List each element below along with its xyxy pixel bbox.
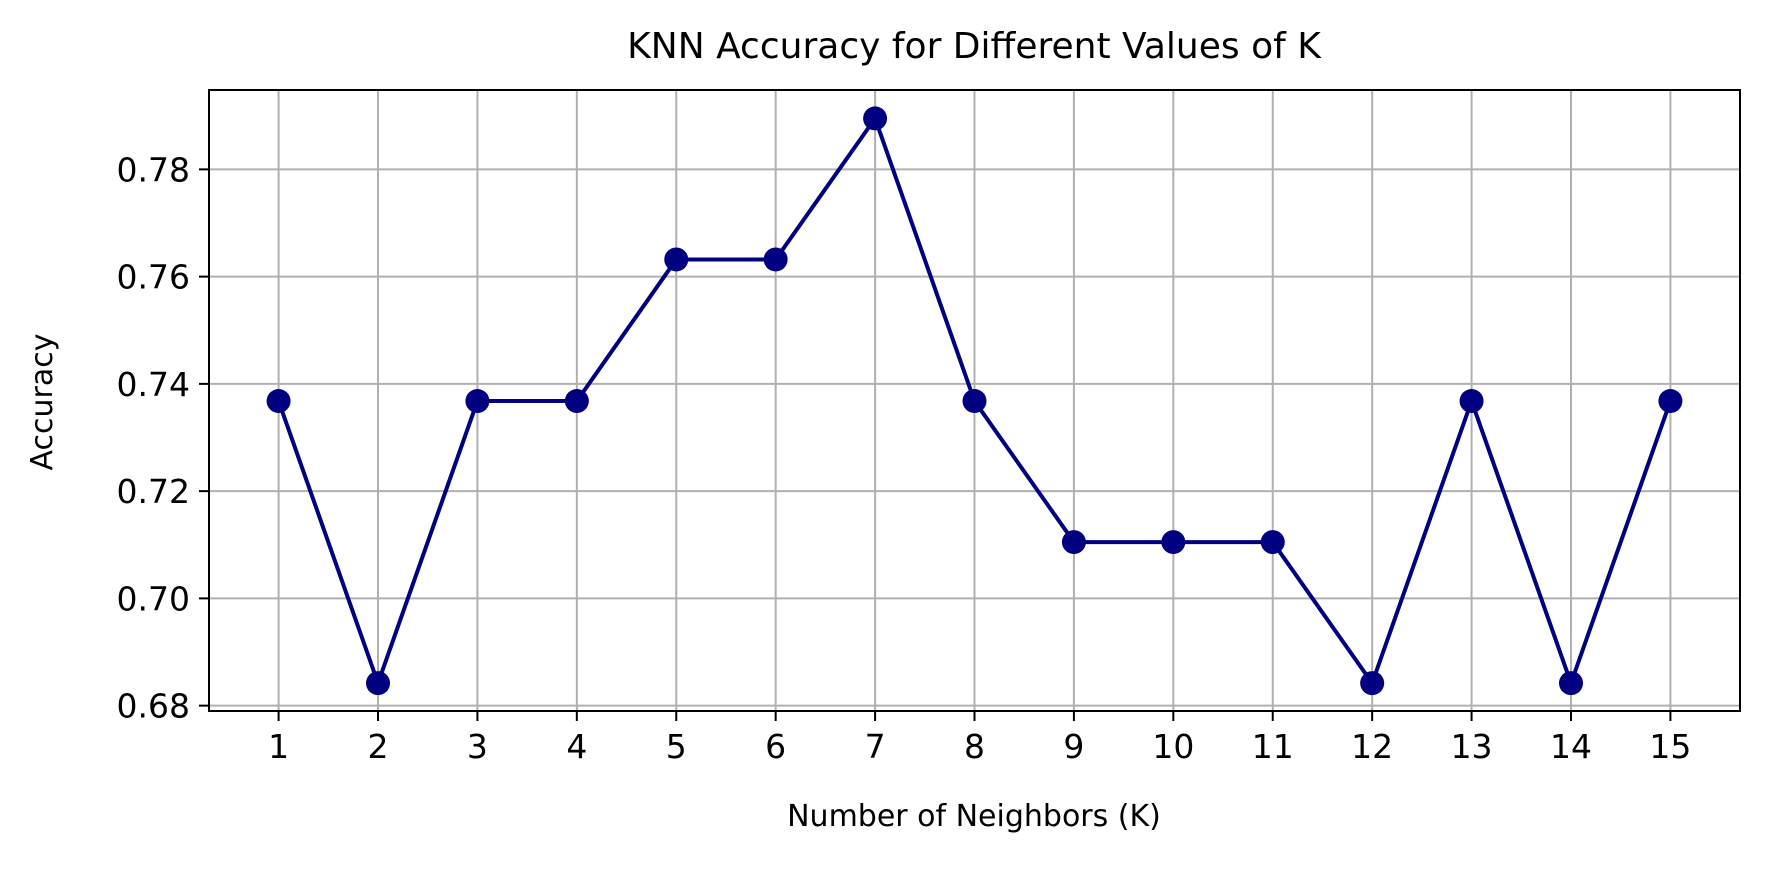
- data-point: [1459, 389, 1484, 414]
- y-tick-label: 0.70: [117, 579, 190, 618]
- data-point: [1658, 389, 1683, 414]
- series-layer: [266, 106, 1683, 696]
- chart-title: KNN Accuracy for Different Values of K: [627, 26, 1322, 67]
- x-axis-label: Number of Neighbors (K): [787, 799, 1161, 834]
- data-point: [1061, 530, 1086, 555]
- axis-ticks: 1 2 3 4 5 6 7 8 9 10 11 12 13 14 150.680.700.720.740.7…: [117, 150, 1692, 766]
- data-point: [664, 247, 689, 272]
- data-point: [1360, 671, 1385, 696]
- data-point: [763, 247, 788, 272]
- x-tick-label: 2: [368, 727, 389, 766]
- x-tick-label: 14: [1550, 727, 1592, 766]
- x-tick-label: 10: [1152, 727, 1194, 766]
- data-point: [1558, 671, 1583, 696]
- data-point: [863, 106, 888, 131]
- x-tick-label: 12: [1351, 727, 1393, 766]
- x-tick-label: 15: [1649, 727, 1691, 766]
- x-tick-label: 6: [765, 727, 786, 766]
- x-tick-label: 7: [865, 727, 886, 766]
- x-tick-label: 8: [964, 727, 985, 766]
- data-point: [465, 389, 490, 414]
- x-tick-label: 9: [1063, 727, 1084, 766]
- x-tick-label: 11: [1252, 727, 1294, 766]
- data-point: [962, 389, 987, 414]
- x-tick-label: 4: [566, 727, 587, 766]
- x-tick-label: 5: [666, 727, 687, 766]
- data-point: [366, 671, 391, 696]
- y-tick-label: 0.76: [117, 258, 190, 297]
- y-tick-label: 0.68: [117, 687, 190, 726]
- x-tick-label: 13: [1451, 727, 1493, 766]
- data-point: [1260, 530, 1285, 555]
- x-tick-label: 1: [268, 727, 289, 766]
- data-point: [266, 389, 291, 414]
- data-point: [564, 389, 589, 414]
- x-tick-label: 3: [467, 727, 488, 766]
- data-point: [1161, 530, 1186, 555]
- y-tick-label: 0.78: [117, 150, 190, 189]
- y-tick-label: 0.72: [117, 472, 190, 511]
- y-tick-label: 0.74: [117, 365, 190, 404]
- y-axis-label: Accuracy: [25, 334, 60, 471]
